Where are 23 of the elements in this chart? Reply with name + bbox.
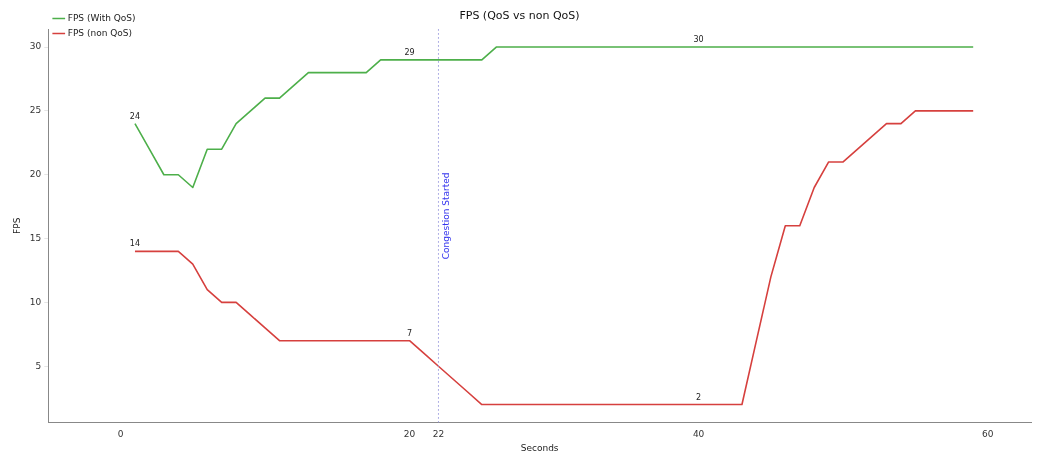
y-tick-label: 20	[29, 169, 42, 180]
ref-line-label: Congestion Started	[440, 172, 451, 260]
legend-label: FPS (With QoS)	[67, 12, 136, 23]
y-tick-label: 30	[29, 41, 42, 52]
y-tick-label: 25	[29, 105, 42, 116]
y-tick-label: 5	[35, 360, 42, 371]
annotation: 7	[407, 328, 413, 338]
annotation: 24	[129, 111, 141, 121]
x-tick-label: 60	[981, 429, 994, 440]
annotation: 2	[696, 392, 702, 402]
x-tick-label: 40	[692, 429, 705, 440]
x-tick-label: 22	[432, 429, 445, 440]
x-tick-label: 0	[117, 429, 124, 440]
y-tick-label: 10	[29, 296, 42, 307]
y-tick-label: 15	[29, 232, 42, 243]
x-axis-title: Seconds	[520, 442, 559, 453]
y-axis-title: FPS	[11, 217, 22, 234]
x-tick-label: 20	[403, 429, 416, 440]
chart-title: FPS (QoS vs non QoS)	[459, 9, 580, 23]
annotation: 30	[693, 35, 704, 45]
legend-label: FPS (non QoS)	[67, 27, 133, 38]
annotation: 14	[129, 239, 141, 249]
annotation: 29	[404, 47, 415, 57]
